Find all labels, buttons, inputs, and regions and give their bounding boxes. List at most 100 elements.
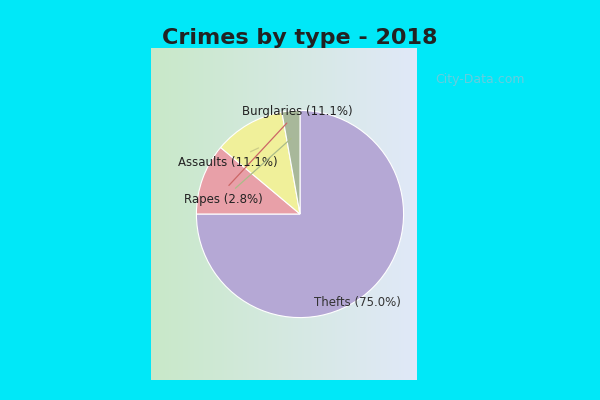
Bar bbox=[289, 48, 291, 380]
Bar bbox=[355, 48, 356, 380]
Bar bbox=[270, 48, 272, 380]
Wedge shape bbox=[282, 110, 300, 214]
Bar bbox=[209, 48, 211, 380]
Bar bbox=[164, 48, 166, 380]
Bar bbox=[339, 48, 341, 380]
Bar bbox=[353, 48, 355, 380]
Wedge shape bbox=[196, 148, 300, 214]
Wedge shape bbox=[196, 110, 404, 318]
Bar bbox=[383, 48, 385, 380]
Bar bbox=[274, 48, 275, 380]
Bar bbox=[305, 48, 307, 380]
Bar bbox=[335, 48, 337, 380]
Bar bbox=[235, 48, 236, 380]
Bar bbox=[256, 48, 257, 380]
Bar bbox=[374, 48, 376, 380]
Bar bbox=[188, 48, 190, 380]
Text: Crimes by type - 2018: Crimes by type - 2018 bbox=[162, 28, 438, 48]
Bar bbox=[300, 48, 302, 380]
Bar bbox=[284, 48, 286, 380]
Bar bbox=[174, 48, 176, 380]
Bar bbox=[158, 48, 160, 380]
Bar bbox=[231, 48, 233, 380]
Bar bbox=[293, 48, 295, 380]
Bar bbox=[399, 48, 401, 380]
Bar bbox=[298, 48, 300, 380]
Bar bbox=[192, 48, 194, 380]
Text: Burglaries (11.1%): Burglaries (11.1%) bbox=[229, 105, 353, 186]
Bar bbox=[245, 48, 247, 380]
Bar bbox=[382, 48, 383, 380]
Bar bbox=[252, 48, 254, 380]
Bar bbox=[215, 48, 217, 380]
Bar bbox=[238, 48, 240, 380]
Bar bbox=[236, 48, 238, 380]
Bar bbox=[415, 48, 417, 380]
Bar bbox=[155, 48, 157, 380]
Bar bbox=[332, 48, 334, 380]
Bar bbox=[404, 48, 406, 380]
Bar bbox=[394, 48, 395, 380]
Bar bbox=[187, 48, 188, 380]
Bar bbox=[362, 48, 364, 380]
Bar bbox=[222, 48, 224, 380]
Bar bbox=[330, 48, 332, 380]
Bar bbox=[385, 48, 387, 380]
Bar bbox=[350, 48, 352, 380]
Bar bbox=[321, 48, 323, 380]
Bar bbox=[365, 48, 367, 380]
Bar bbox=[185, 48, 187, 380]
Bar bbox=[183, 48, 185, 380]
Bar bbox=[190, 48, 192, 380]
Bar bbox=[323, 48, 325, 380]
Bar bbox=[153, 48, 155, 380]
Bar bbox=[233, 48, 235, 380]
Bar bbox=[326, 48, 328, 380]
Bar bbox=[203, 48, 205, 380]
Bar bbox=[206, 48, 208, 380]
Bar bbox=[358, 48, 360, 380]
Bar bbox=[162, 48, 164, 380]
Bar bbox=[265, 48, 266, 380]
Bar bbox=[343, 48, 344, 380]
Bar bbox=[325, 48, 326, 380]
Bar bbox=[369, 48, 371, 380]
Bar bbox=[304, 48, 305, 380]
Bar bbox=[208, 48, 209, 380]
Bar bbox=[401, 48, 403, 380]
Bar bbox=[389, 48, 391, 380]
Bar bbox=[279, 48, 281, 380]
Bar bbox=[296, 48, 298, 380]
Bar bbox=[244, 48, 245, 380]
Bar bbox=[282, 48, 284, 380]
Bar bbox=[259, 48, 261, 380]
Bar bbox=[348, 48, 350, 380]
Bar bbox=[220, 48, 222, 380]
Bar bbox=[257, 48, 259, 380]
Bar bbox=[194, 48, 196, 380]
Bar bbox=[275, 48, 277, 380]
Bar bbox=[356, 48, 358, 380]
Bar bbox=[311, 48, 313, 380]
Bar bbox=[229, 48, 231, 380]
Bar bbox=[387, 48, 389, 380]
Bar bbox=[173, 48, 174, 380]
Text: Rapes (2.8%): Rapes (2.8%) bbox=[184, 138, 291, 206]
Bar bbox=[205, 48, 206, 380]
Wedge shape bbox=[221, 112, 300, 214]
Bar bbox=[413, 48, 415, 380]
Bar bbox=[380, 48, 382, 380]
Bar bbox=[224, 48, 226, 380]
Bar bbox=[211, 48, 213, 380]
Bar bbox=[226, 48, 227, 380]
Bar bbox=[378, 48, 380, 380]
Bar bbox=[408, 48, 410, 380]
Bar bbox=[176, 48, 178, 380]
Bar bbox=[261, 48, 263, 380]
Bar bbox=[254, 48, 256, 380]
Bar bbox=[318, 48, 319, 380]
Bar bbox=[364, 48, 365, 380]
Bar bbox=[286, 48, 287, 380]
Bar bbox=[240, 48, 242, 380]
Bar bbox=[242, 48, 244, 380]
